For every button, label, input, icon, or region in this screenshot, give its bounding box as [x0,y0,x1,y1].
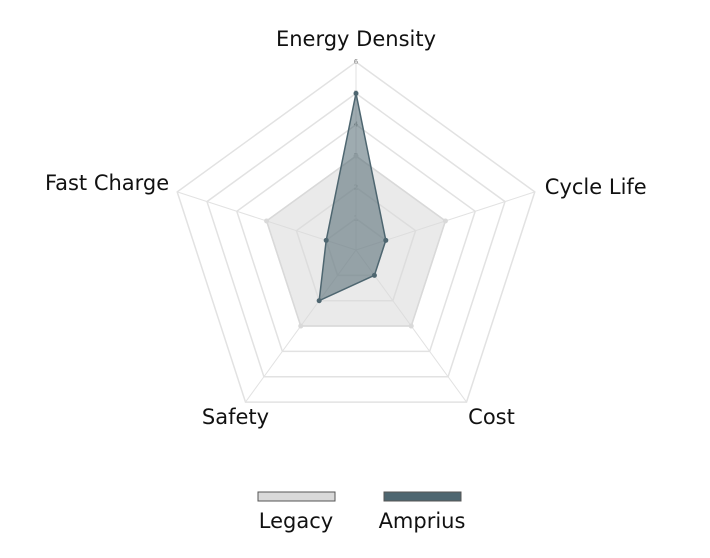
grid-ring [176,61,536,403]
data-point [323,237,329,243]
data-point [408,323,414,329]
data-point [383,237,389,243]
axis-label: Safety [202,405,269,429]
axis-label: Fast Charge [45,171,169,195]
grid-ring [206,92,506,378]
data-point [316,298,322,304]
data-point [371,272,377,278]
axis-label: Cycle Life [545,175,647,199]
legend-swatch [257,491,336,502]
data-point [353,90,359,96]
data-point [264,218,270,224]
legend-label: Legacy [259,509,333,533]
grid-ring [235,123,477,353]
axis-label: Cost [468,405,515,429]
data-point [442,218,448,224]
axis-label: Energy Density [276,27,436,51]
data-point [298,323,304,329]
legend-swatch [383,491,462,502]
series-area [318,93,387,302]
legend-label: Amprius [379,509,466,533]
